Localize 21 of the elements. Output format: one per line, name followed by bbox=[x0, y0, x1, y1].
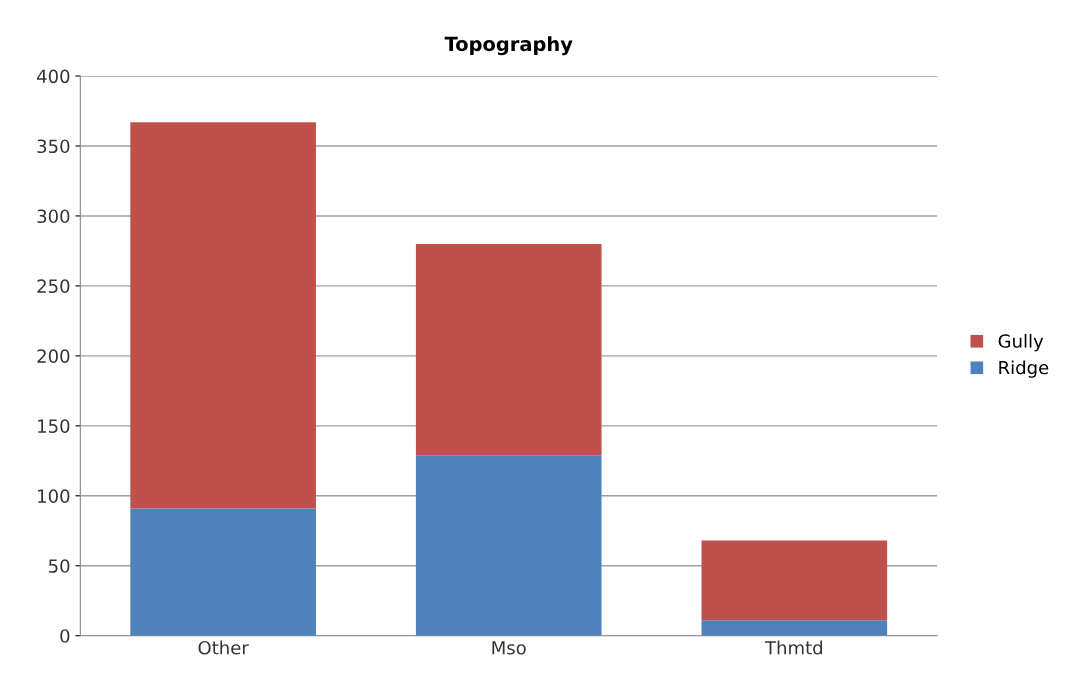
x-tick-label: Other bbox=[198, 640, 249, 655]
bar bbox=[130, 122, 316, 509]
legend-label: Gully bbox=[998, 333, 1044, 352]
y-tick-label: 100 bbox=[38, 489, 70, 503]
y-tick-label: 400 bbox=[37, 69, 70, 84]
y-tick-label: 350 bbox=[37, 139, 70, 154]
bar bbox=[130, 508, 316, 636]
y-tick-label: 300 bbox=[37, 209, 70, 224]
bar bbox=[701, 620, 888, 636]
y-tick-label: 150 bbox=[38, 419, 70, 433]
y-tick-label: 0 bbox=[60, 629, 70, 643]
y-tick-label: 200 bbox=[37, 349, 70, 363]
x-tick-label: Mso bbox=[492, 641, 526, 655]
bar bbox=[415, 243, 602, 456]
bar bbox=[701, 540, 888, 621]
legend-label: Ridge bbox=[999, 360, 1049, 378]
bar bbox=[415, 455, 602, 636]
x-tick-label: Thmtd bbox=[764, 640, 822, 655]
y-tick-label: 50 bbox=[49, 559, 70, 573]
chart-title: Topography bbox=[444, 36, 573, 56]
y-tick-label: 250 bbox=[37, 279, 70, 294]
